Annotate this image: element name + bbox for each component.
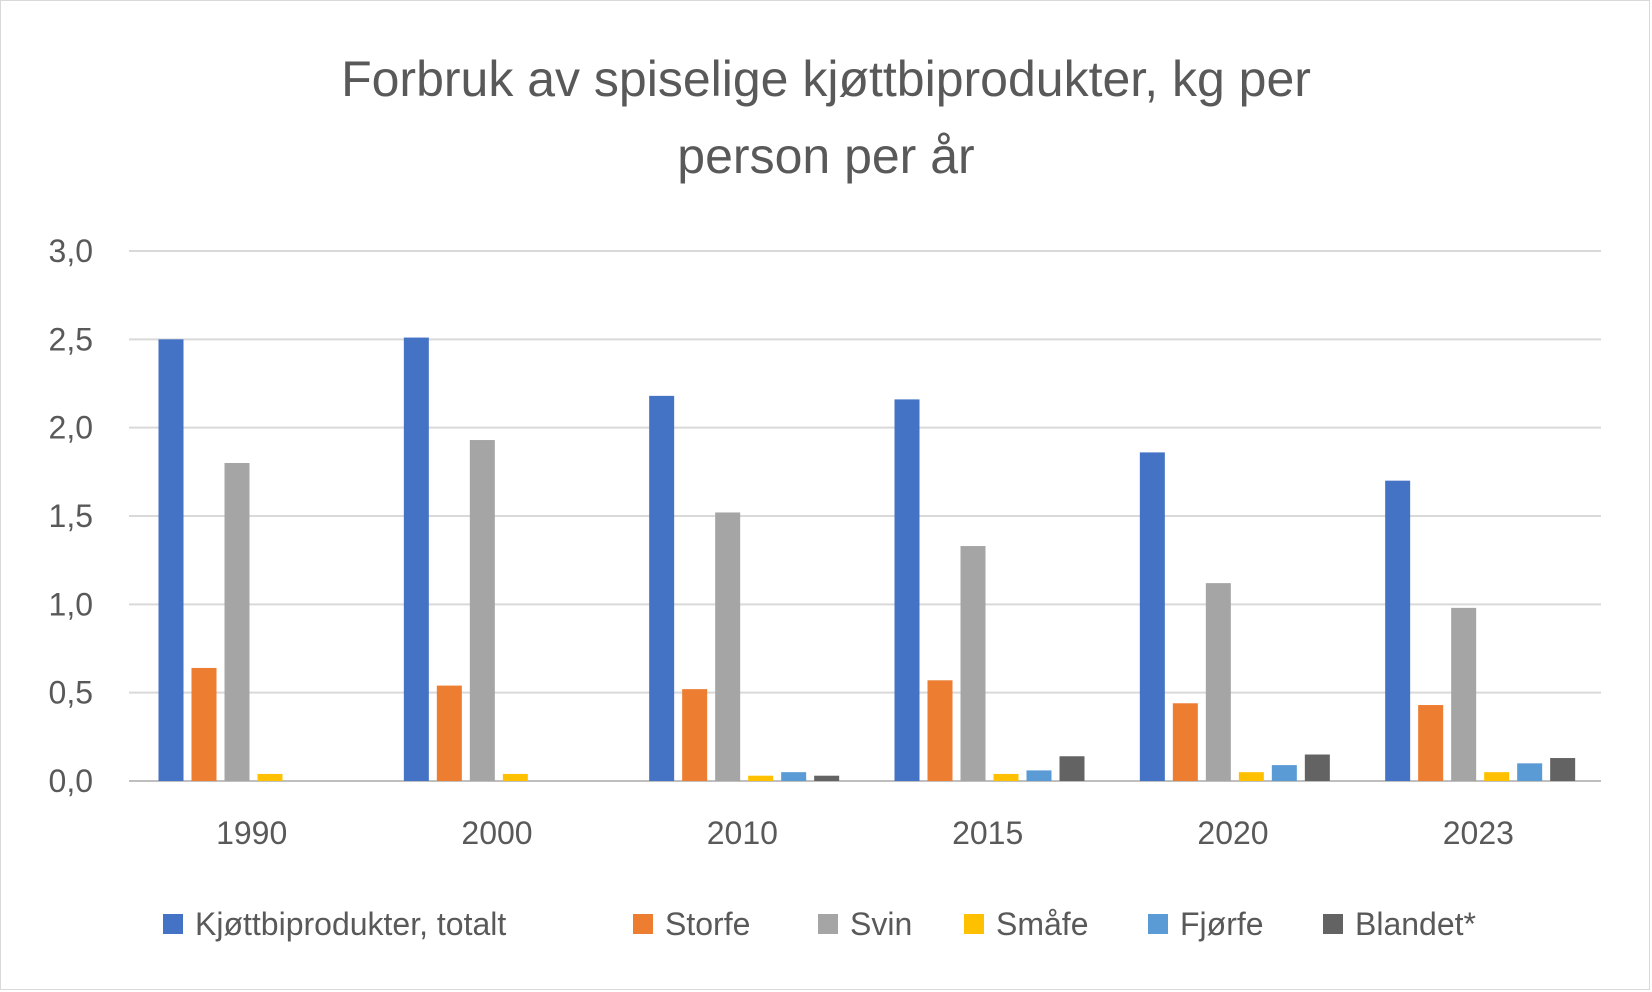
x-axis-tick-labels: 1990 2000 2010 2015 2020 2023	[216, 815, 1514, 851]
bar-2000-2	[436, 685, 462, 781]
y-tick-label: 1,5	[49, 498, 93, 534]
x-tick-label: 1990	[216, 815, 287, 851]
bar-2015-2	[927, 680, 953, 781]
legend-swatch	[818, 914, 838, 934]
bar-2020-3	[1205, 583, 1231, 781]
bar-2010-3	[715, 512, 741, 781]
legend-label: Fjørfe	[1180, 906, 1264, 942]
x-tick-label: 2020	[1197, 815, 1268, 851]
bar-2000-1	[403, 337, 429, 781]
bar-2020-1	[1139, 452, 1165, 781]
bar-2000-4	[502, 773, 528, 781]
gridlines	[129, 250, 1601, 782]
chart-title-line-2: person per år	[677, 128, 974, 184]
y-axis-tick-labels: 0,0 0,5 1,0 1,5 2,0 2,5 3,0	[49, 233, 93, 799]
bar-2023-4	[1484, 772, 1510, 781]
bar-1990-4	[257, 773, 283, 781]
bar-2023-5	[1517, 763, 1543, 781]
legend-label: Storfe	[665, 906, 750, 942]
bar-2020-6	[1304, 754, 1330, 781]
y-tick-label: 0,0	[49, 763, 93, 799]
legend-swatch	[964, 914, 984, 934]
bar-2010-5	[781, 772, 807, 781]
bar-2010-4	[748, 775, 774, 781]
bar-2023-6	[1550, 758, 1576, 781]
legend-swatch	[163, 914, 183, 934]
chart-title-line-1: Forbruk av spiselige kjøttbiprodukter, k…	[341, 51, 1311, 107]
y-tick-label: 2,5	[49, 321, 93, 357]
bar-2000-3	[469, 440, 495, 781]
legend-swatch	[1323, 914, 1343, 934]
bar-2010-1	[649, 395, 675, 781]
y-tick-label: 1,0	[49, 586, 93, 622]
bar-2015-5	[1026, 770, 1052, 781]
bar-2023-3	[1451, 607, 1477, 781]
bar-1990-3	[224, 463, 250, 781]
x-tick-label: 2010	[707, 815, 778, 851]
x-tick-label: 2015	[952, 815, 1023, 851]
legend-label: Svin	[850, 906, 912, 942]
legend-label: Småfe	[996, 906, 1088, 942]
legend-swatch	[1148, 914, 1168, 934]
bars	[158, 337, 1576, 781]
bar-2020-5	[1271, 765, 1297, 781]
y-tick-label: 0,5	[49, 675, 93, 711]
bar-2023-2	[1418, 705, 1444, 781]
bar-2010-6	[814, 775, 840, 781]
x-tick-label: 2023	[1443, 815, 1514, 851]
legend-label: Kjøttbiprodukter, totalt	[195, 906, 506, 942]
bar-2010-2	[682, 689, 708, 781]
legend-swatch	[633, 914, 653, 934]
bar-2020-2	[1172, 703, 1198, 781]
legend-label: Blandet*	[1355, 906, 1476, 942]
bar-2015-6	[1059, 756, 1085, 781]
y-tick-label: 2,0	[49, 410, 93, 446]
chart-title: Forbruk av spiselige kjøttbiprodukter, k…	[341, 51, 1311, 184]
bar-2020-4	[1238, 772, 1264, 781]
x-tick-label: 2000	[461, 815, 532, 851]
bar-2015-3	[960, 546, 986, 781]
legend: Kjøttbiprodukter, totalt Storfe Svin Småfe F…	[163, 906, 1476, 942]
bar-1990-2	[191, 667, 217, 781]
bar-2015-4	[993, 773, 1019, 781]
y-tick-label: 3,0	[49, 233, 93, 269]
bar-1990-1	[158, 339, 184, 781]
bar-2015-1	[894, 399, 920, 781]
bar-2023-1	[1385, 480, 1411, 781]
